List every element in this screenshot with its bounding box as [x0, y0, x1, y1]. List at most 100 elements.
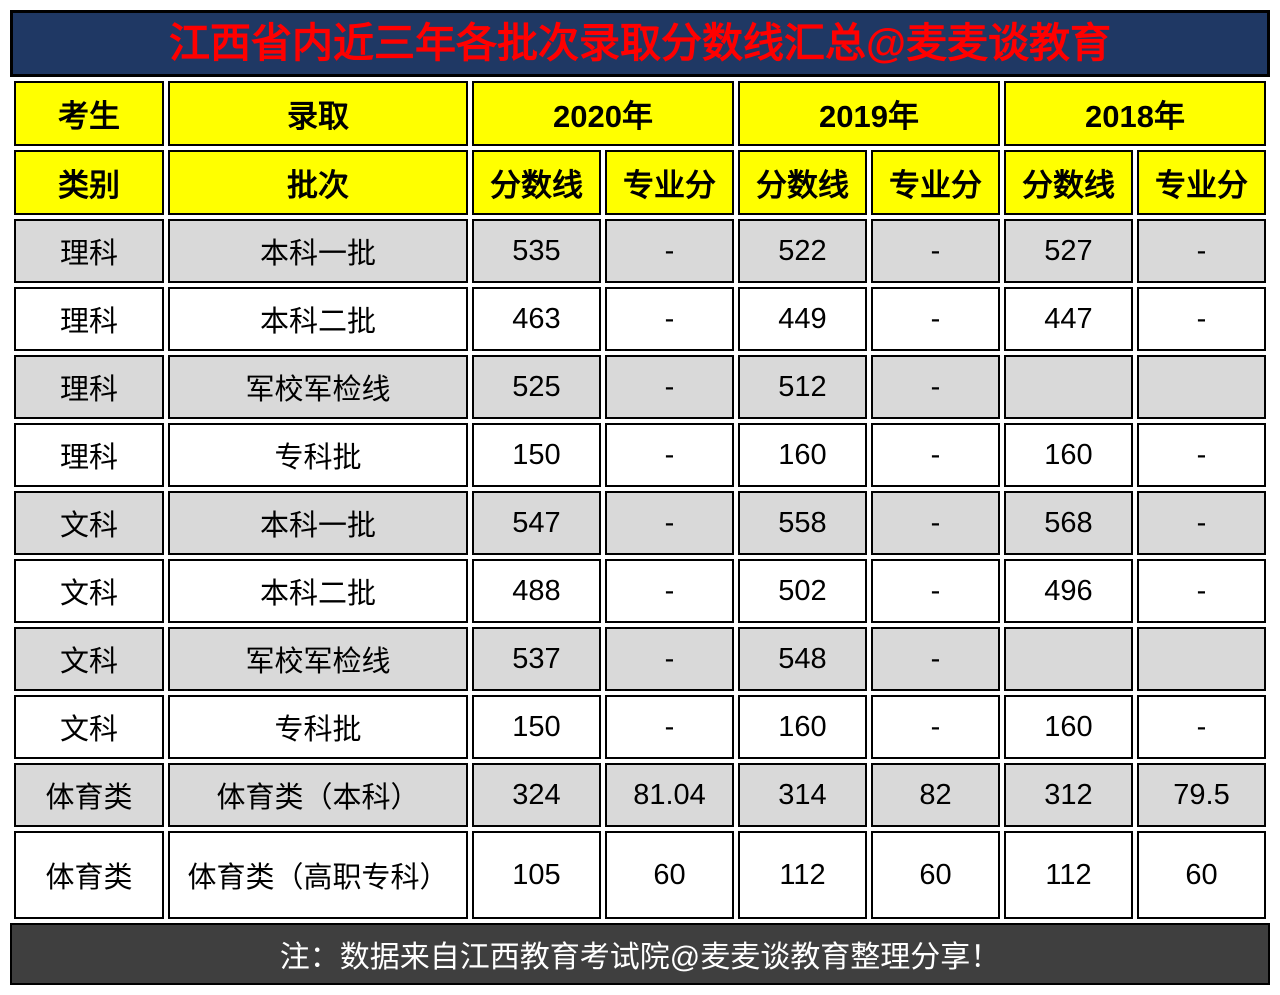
header-scoreline-2020: 分数线	[472, 150, 601, 216]
footer-note: 注：数据来自江西教育考试院@麦麦谈教育整理分享！	[10, 923, 1270, 986]
major-2020-cell: -	[605, 355, 734, 420]
scoreline-2018-cell: 568	[1004, 491, 1133, 556]
table-row: 文科 军校军检线 537 - 548 -	[14, 627, 1266, 692]
table-row: 理科 专科批 150 - 160 - 160 -	[14, 423, 1266, 488]
category-cell: 体育类	[14, 831, 164, 920]
major-2018-cell: -	[1137, 559, 1266, 624]
scoreline-2020-cell: 547	[472, 491, 601, 556]
header-major-2020: 专业分	[605, 150, 734, 216]
major-2019-cell: 82	[871, 763, 1000, 828]
category-cell: 文科	[14, 491, 164, 556]
scoreline-2018-cell: 447	[1004, 287, 1133, 352]
major-2019-cell: -	[871, 423, 1000, 488]
scoreline-2019-cell: 548	[738, 627, 867, 692]
scoreline-2020-cell: 150	[472, 695, 601, 760]
major-2020-cell: -	[605, 287, 734, 352]
category-cell: 文科	[14, 695, 164, 760]
scoreline-2018-cell	[1004, 355, 1133, 420]
scoreline-2020-cell: 463	[472, 287, 601, 352]
header-year-2020: 2020年	[472, 81, 734, 147]
major-2018-cell	[1137, 627, 1266, 692]
category-cell: 理科	[14, 355, 164, 420]
scoreline-2019-cell: 512	[738, 355, 867, 420]
category-cell: 理科	[14, 423, 164, 488]
batch-cell: 体育类（本科）	[168, 763, 468, 828]
category-cell: 文科	[14, 559, 164, 624]
scoreline-2019-cell: 160	[738, 423, 867, 488]
table-row: 理科 本科一批 535 - 522 - 527 -	[14, 219, 1266, 284]
scoreline-2019-cell: 112	[738, 831, 867, 920]
header-admission: 录取	[168, 81, 468, 147]
category-cell: 文科	[14, 627, 164, 692]
scoreline-2018-cell: 527	[1004, 219, 1133, 284]
header-batch: 批次	[168, 150, 468, 216]
batch-cell: 本科一批	[168, 219, 468, 284]
major-2018-cell: -	[1137, 219, 1266, 284]
table-row: 文科 专科批 150 - 160 - 160 -	[14, 695, 1266, 760]
scoreline-2018-cell: 160	[1004, 423, 1133, 488]
header-scoreline-2018: 分数线	[1004, 150, 1133, 216]
header-major-2018: 专业分	[1137, 150, 1266, 216]
table-row: 理科 军校军检线 525 - 512 -	[14, 355, 1266, 420]
scoreline-2019-cell: 502	[738, 559, 867, 624]
scoreline-2019-cell: 449	[738, 287, 867, 352]
major-2020-cell: -	[605, 491, 734, 556]
major-2019-cell: -	[871, 627, 1000, 692]
header-year-2019: 2019年	[738, 81, 1000, 147]
scoreline-2018-cell	[1004, 627, 1133, 692]
page-title: 江西省内近三年各批次录取分数线汇总@麦麦谈教育	[10, 10, 1270, 78]
major-2018-cell: 79.5	[1137, 763, 1266, 828]
batch-cell: 专科批	[168, 423, 468, 488]
score-table: 考生 录取 2020年 2019年 2018年 类别 批次 分数线 专业分 分数…	[10, 77, 1270, 923]
scoreline-2020-cell: 324	[472, 763, 601, 828]
batch-cell: 本科二批	[168, 559, 468, 624]
major-2018-cell	[1137, 355, 1266, 420]
table-row: 体育类 体育类（本科） 324 81.04 314 82 312 79.5	[14, 763, 1266, 828]
category-cell: 体育类	[14, 763, 164, 828]
category-cell: 理科	[14, 287, 164, 352]
major-2018-cell: -	[1137, 423, 1266, 488]
scoreline-2019-cell: 160	[738, 695, 867, 760]
header-category: 类别	[14, 150, 164, 216]
major-2019-cell: -	[871, 355, 1000, 420]
header-row-bottom: 类别 批次 分数线 专业分 分数线 专业分 分数线 专业分	[14, 150, 1266, 216]
batch-cell: 本科二批	[168, 287, 468, 352]
scoreline-2018-cell: 312	[1004, 763, 1133, 828]
table-row: 文科 本科一批 547 - 558 - 568 -	[14, 491, 1266, 556]
header-scoreline-2019: 分数线	[738, 150, 867, 216]
major-2019-cell: -	[871, 287, 1000, 352]
major-2019-cell: -	[871, 491, 1000, 556]
major-2018-cell: -	[1137, 491, 1266, 556]
table-row: 理科 本科二批 463 - 449 - 447 -	[14, 287, 1266, 352]
scoreline-2019-cell: 522	[738, 219, 867, 284]
table-row: 文科 本科二批 488 - 502 - 496 -	[14, 559, 1266, 624]
major-2020-cell: -	[605, 695, 734, 760]
major-2018-cell: -	[1137, 287, 1266, 352]
table-row: 体育类 体育类（高职专科） 105 60 112 60 112 60	[14, 831, 1266, 920]
header-examinee: 考生	[14, 81, 164, 147]
scoreline-2020-cell: 105	[472, 831, 601, 920]
major-2019-cell: -	[871, 559, 1000, 624]
scoreline-2018-cell: 112	[1004, 831, 1133, 920]
major-2020-cell: -	[605, 559, 734, 624]
scoreline-2019-cell: 314	[738, 763, 867, 828]
header-major-2019: 专业分	[871, 150, 1000, 216]
scoreline-2020-cell: 535	[472, 219, 601, 284]
major-2020-cell: 81.04	[605, 763, 734, 828]
scoreline-2020-cell: 488	[472, 559, 601, 624]
scoreline-2018-cell: 160	[1004, 695, 1133, 760]
major-2019-cell: -	[871, 695, 1000, 760]
category-cell: 理科	[14, 219, 164, 284]
major-2020-cell: 60	[605, 831, 734, 920]
batch-cell: 军校军检线	[168, 627, 468, 692]
score-table-infographic: 江西省内近三年各批次录取分数线汇总@麦麦谈教育 考生 录取 2020年 2019…	[10, 10, 1270, 986]
major-2020-cell: -	[605, 219, 734, 284]
scoreline-2020-cell: 525	[472, 355, 601, 420]
major-2018-cell: -	[1137, 695, 1266, 760]
major-2018-cell: 60	[1137, 831, 1266, 920]
header-row-top: 考生 录取 2020年 2019年 2018年	[14, 81, 1266, 147]
major-2020-cell: -	[605, 423, 734, 488]
scoreline-2018-cell: 496	[1004, 559, 1133, 624]
major-2020-cell: -	[605, 627, 734, 692]
batch-cell: 军校军检线	[168, 355, 468, 420]
